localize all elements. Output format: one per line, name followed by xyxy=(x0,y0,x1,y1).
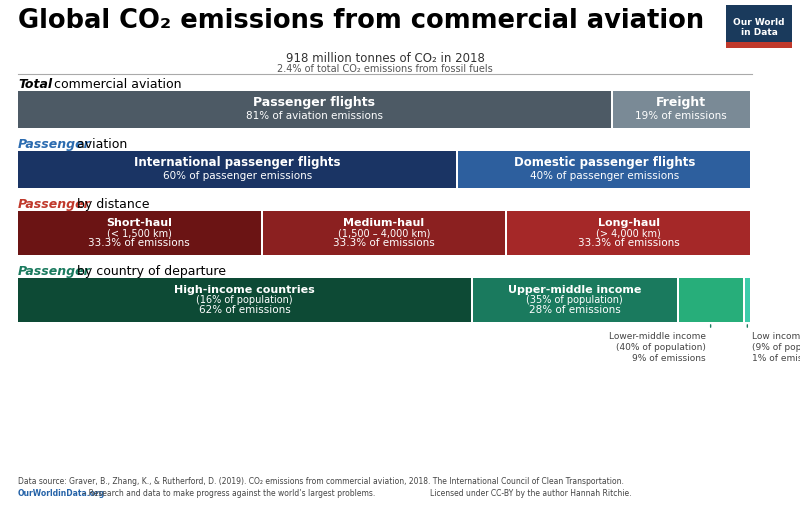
Text: Global CO₂ emissions from commercial aviation: Global CO₂ emissions from commercial avi… xyxy=(18,8,704,34)
Bar xyxy=(507,211,750,255)
Bar xyxy=(726,42,792,48)
Bar xyxy=(613,91,750,128)
Bar xyxy=(18,151,456,188)
Text: 918 million tonnes of CO₂ in 2018: 918 million tonnes of CO₂ in 2018 xyxy=(286,52,485,65)
Text: 62% of emissions: 62% of emissions xyxy=(198,305,290,315)
Text: Passenger flights: Passenger flights xyxy=(254,96,375,110)
Text: (35% of population): (35% of population) xyxy=(526,295,623,305)
Text: Total: Total xyxy=(18,78,52,91)
Text: Passenger: Passenger xyxy=(18,265,90,278)
Text: (16% of population): (16% of population) xyxy=(196,295,293,305)
Text: 9% of emissions: 9% of emissions xyxy=(632,354,706,363)
Text: 2.4% of total CO₂ emissions from fossil fuels: 2.4% of total CO₂ emissions from fossil … xyxy=(277,64,493,74)
Text: by distance: by distance xyxy=(73,198,150,211)
Text: – Research and data to make progress against the world’s largest problems.: – Research and data to make progress aga… xyxy=(80,489,375,498)
Text: Lower-middle income: Lower-middle income xyxy=(609,332,706,341)
Text: by country of departure: by country of departure xyxy=(73,265,226,278)
Bar xyxy=(18,278,471,322)
Text: Licensed under CC-BY by the author Hannah Ritchie.: Licensed under CC-BY by the author Hanna… xyxy=(430,489,631,498)
Text: Data source: Graver, B., Zhang, K., & Rutherford, D. (2019). CO₂ emissions from : Data source: Graver, B., Zhang, K., & Ru… xyxy=(18,477,624,486)
Text: Freight: Freight xyxy=(656,96,706,110)
Text: (1,500 – 4,000 km): (1,500 – 4,000 km) xyxy=(338,228,430,238)
Text: 28% of emissions: 28% of emissions xyxy=(529,305,621,315)
Text: Domestic passenger flights: Domestic passenger flights xyxy=(514,156,695,169)
Bar xyxy=(262,211,506,255)
Text: commercial aviation: commercial aviation xyxy=(50,78,182,91)
Text: (> 4,000 km): (> 4,000 km) xyxy=(596,228,661,238)
Bar xyxy=(18,91,610,128)
Text: 60% of passenger emissions: 60% of passenger emissions xyxy=(162,171,312,181)
Text: Short-haul: Short-haul xyxy=(106,219,172,228)
Text: 33.3% of emissions: 33.3% of emissions xyxy=(333,238,435,248)
Text: 33.3% of emissions: 33.3% of emissions xyxy=(578,238,679,248)
Text: OurWorldinData.org: OurWorldinData.org xyxy=(18,489,106,498)
Bar xyxy=(745,278,750,322)
Text: 1% of emissions: 1% of emissions xyxy=(752,354,800,363)
Text: High-income countries: High-income countries xyxy=(174,285,315,295)
Text: 40% of passenger emissions: 40% of passenger emissions xyxy=(530,171,679,181)
Bar xyxy=(458,151,750,188)
Text: Medium-haul: Medium-haul xyxy=(343,219,425,228)
Text: Low income: Low income xyxy=(752,332,800,341)
Text: (< 1,500 km): (< 1,500 km) xyxy=(107,228,172,238)
Text: (40% of population): (40% of population) xyxy=(616,343,706,352)
Text: Upper-middle income: Upper-middle income xyxy=(508,285,642,295)
Bar xyxy=(678,278,742,322)
Text: Long-haul: Long-haul xyxy=(598,219,660,228)
Bar xyxy=(473,278,677,322)
Text: 33.3% of emissions: 33.3% of emissions xyxy=(89,238,190,248)
Text: Our World: Our World xyxy=(734,18,785,27)
Bar xyxy=(726,5,792,48)
Text: Passenger: Passenger xyxy=(18,198,90,211)
Bar xyxy=(18,211,261,255)
Text: (9% of population): (9% of population) xyxy=(752,343,800,352)
Text: 81% of aviation emissions: 81% of aviation emissions xyxy=(246,111,382,121)
Text: in Data: in Data xyxy=(741,28,778,37)
Text: International passenger flights: International passenger flights xyxy=(134,156,341,169)
Text: 19% of emissions: 19% of emissions xyxy=(635,111,727,121)
Text: aviation: aviation xyxy=(73,138,127,151)
Text: Passenger: Passenger xyxy=(18,138,90,151)
